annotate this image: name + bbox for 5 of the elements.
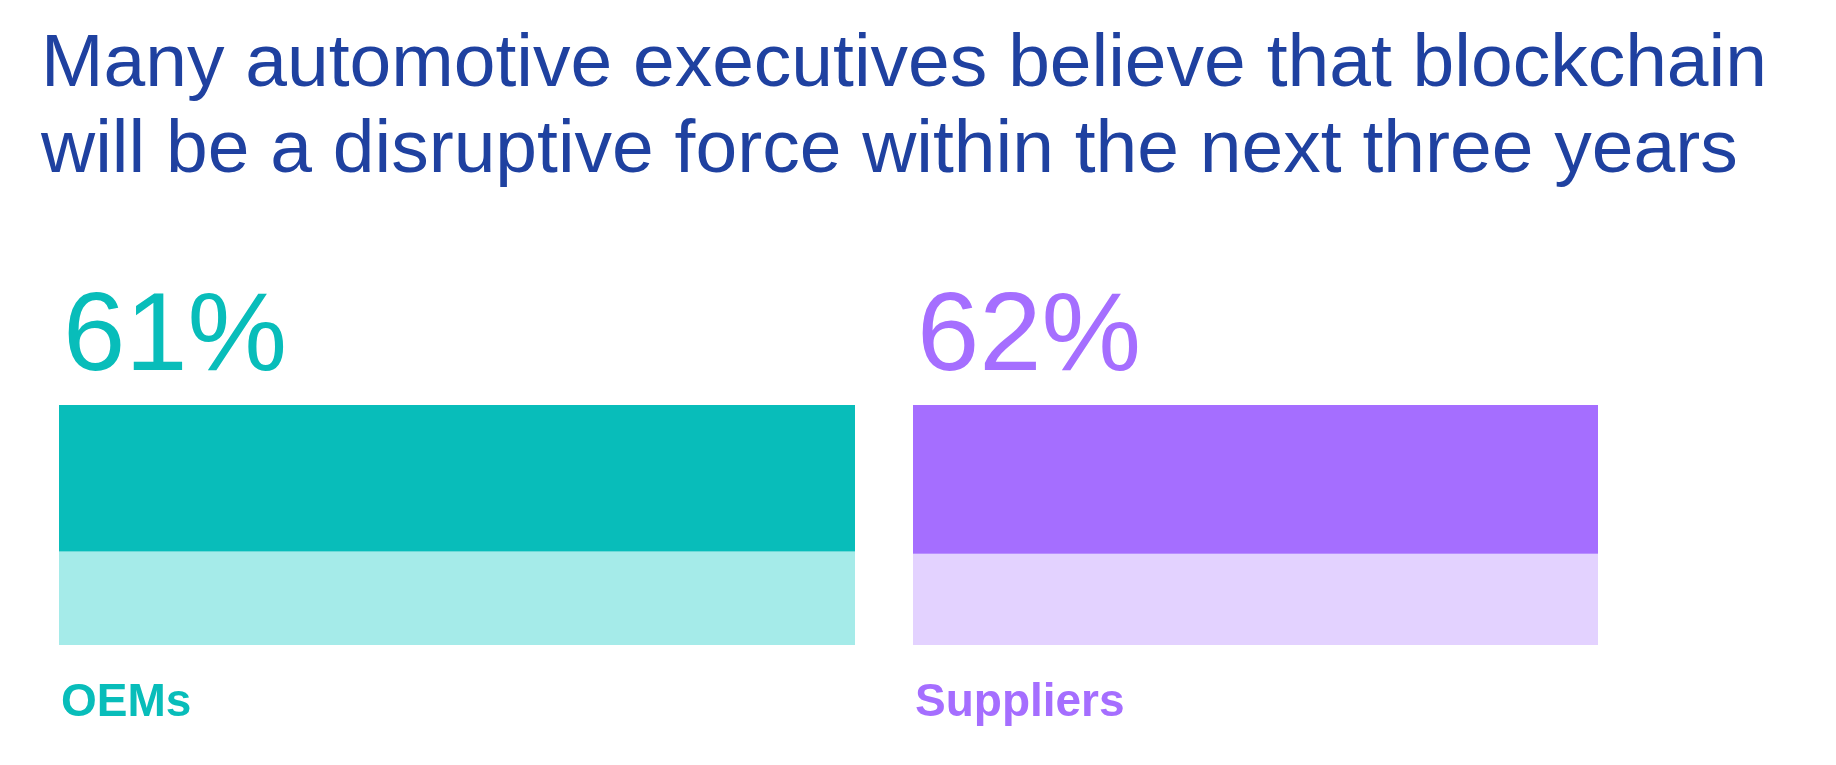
x-tick-label: Suppliers xyxy=(915,673,1125,726)
chart-title: Many automotive executives believe that blockchain will be a disruptive force within the next three years xyxy=(40,18,1767,188)
x-tick-label: OEMs xyxy=(61,673,192,726)
data-label: 61% xyxy=(63,269,288,394)
data-label: 62% xyxy=(917,269,1142,394)
